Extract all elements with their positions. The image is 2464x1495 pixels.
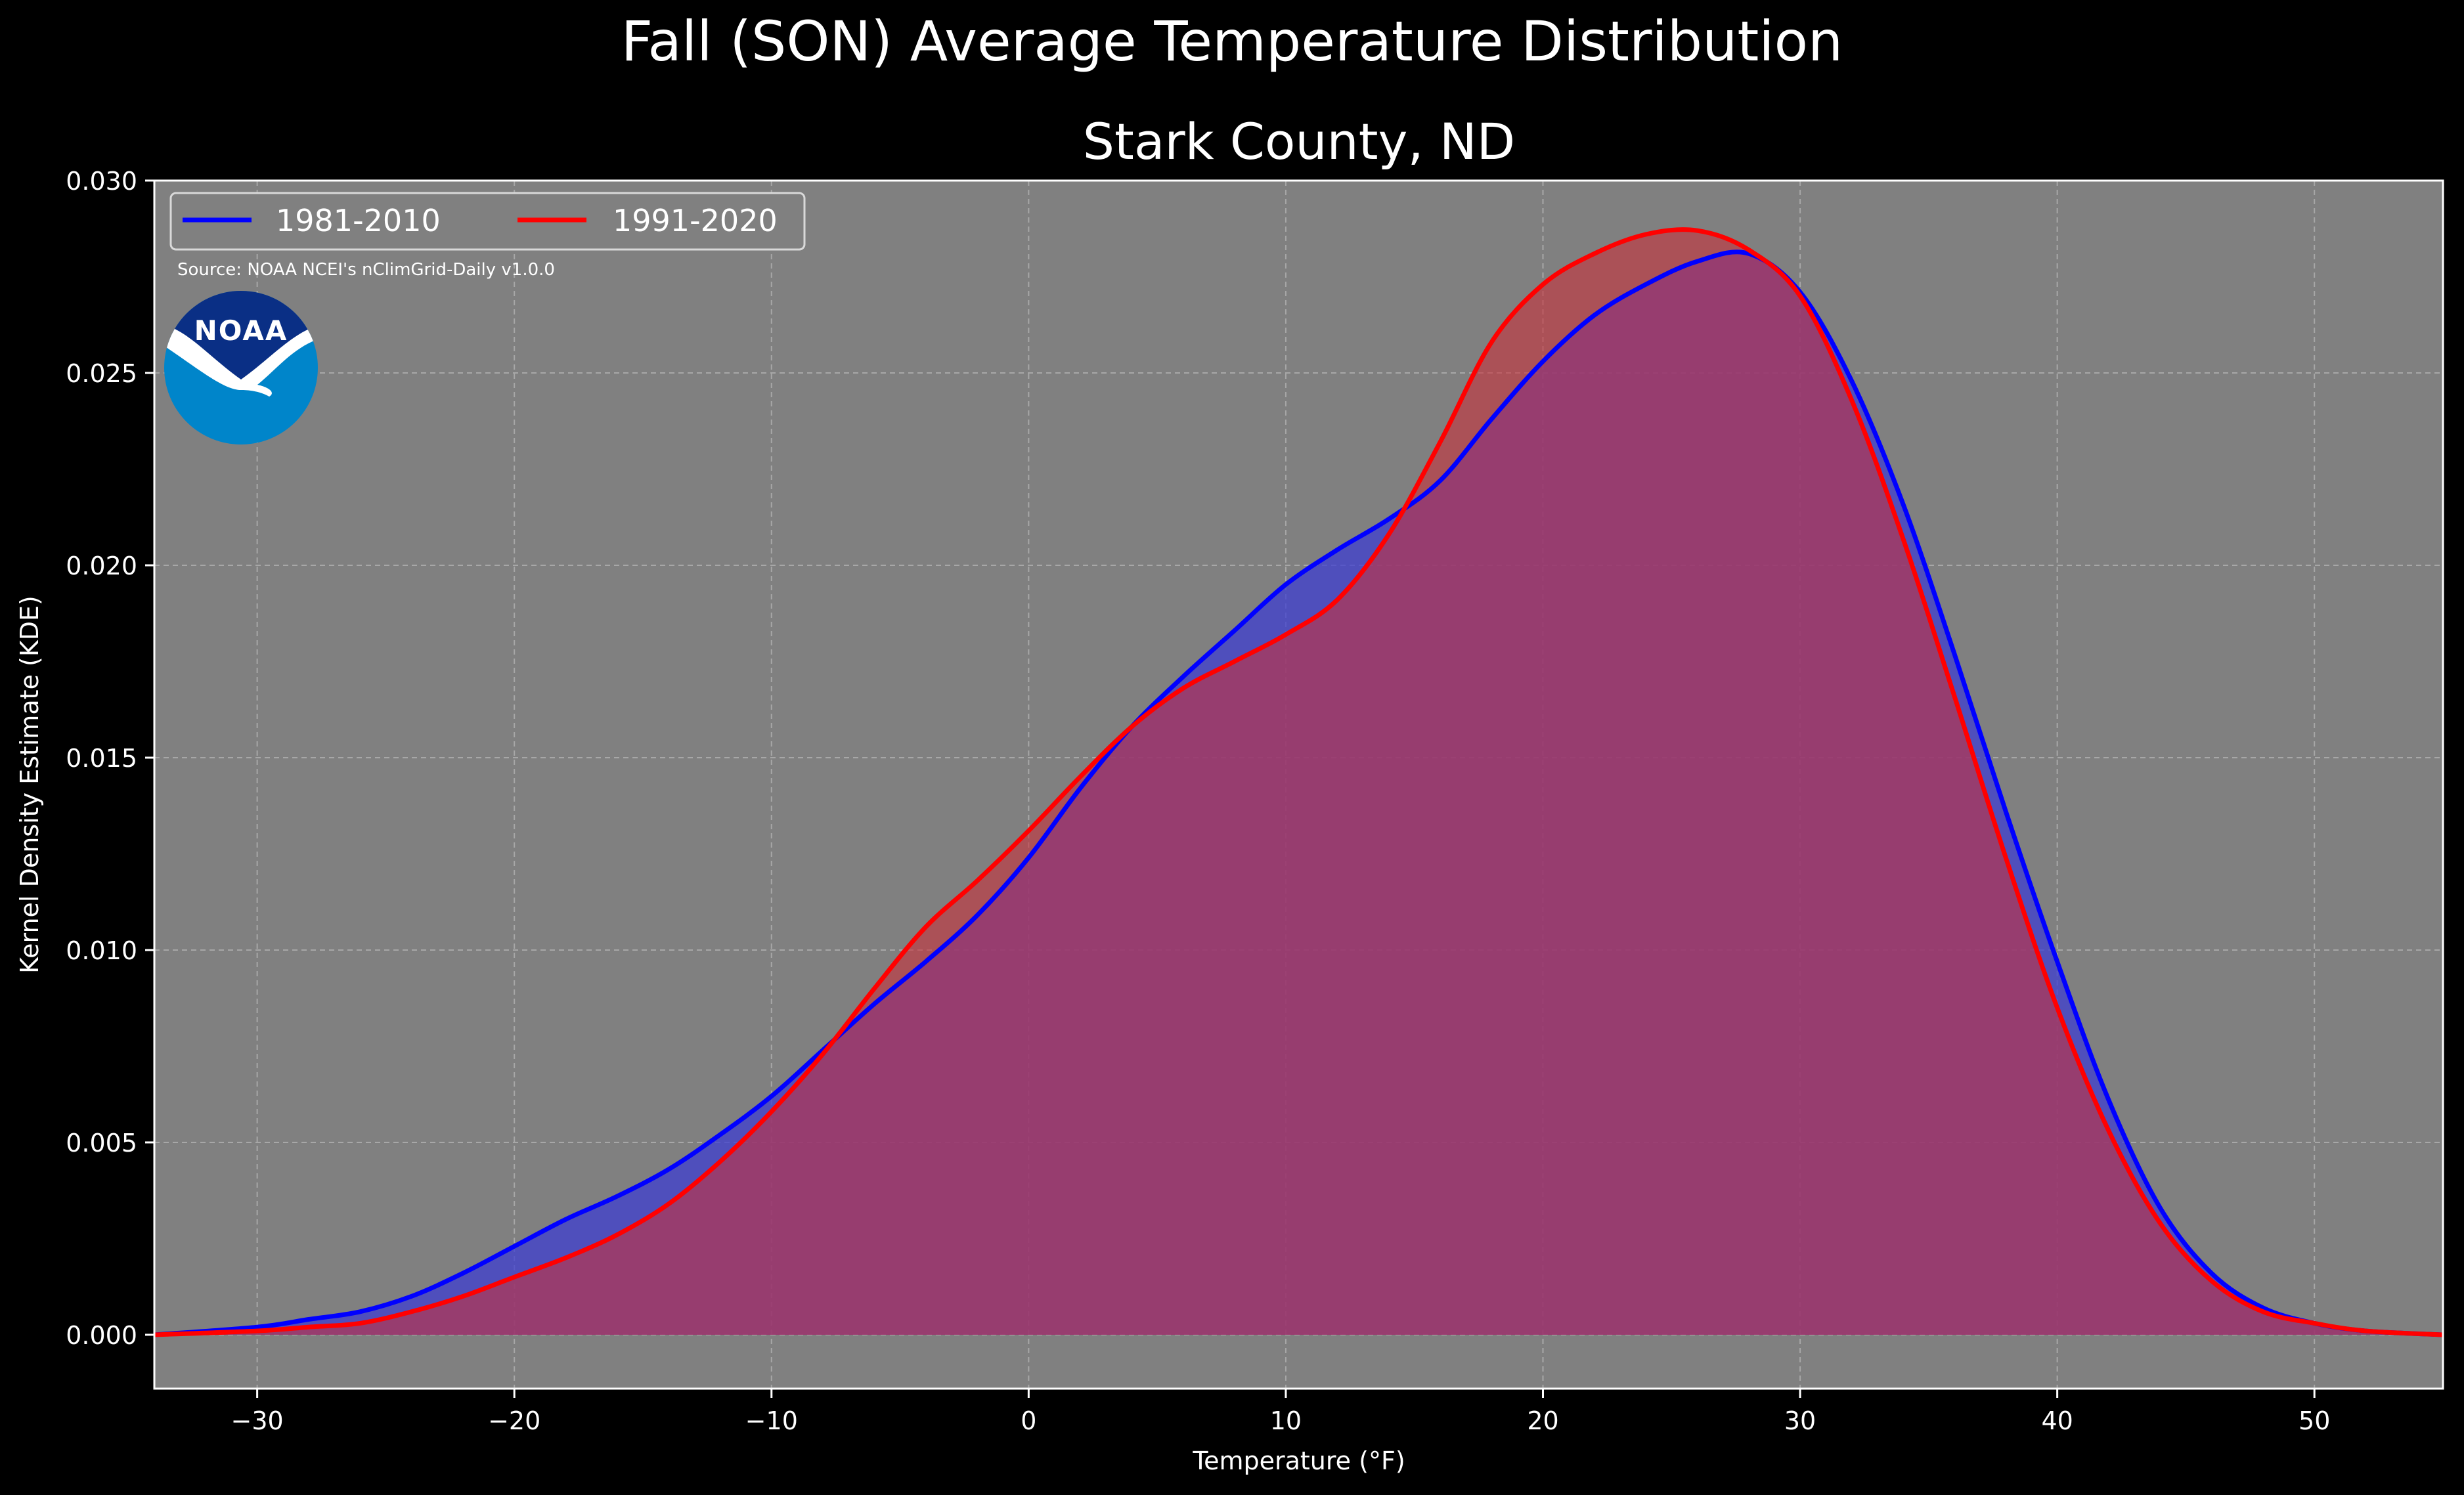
- x-tick-label: 40: [2041, 1406, 2073, 1435]
- plot-frame: [153, 179, 2444, 1390]
- legend-box: [169, 192, 806, 251]
- x-axis-label: Temperature (°F): [1192, 1446, 1405, 1475]
- x-tick-label: 20: [1527, 1406, 1558, 1435]
- y-ticks: 0.000 0.005 0.010 0.015 0.020 0.025 0.030: [66, 167, 154, 1350]
- y-tick-label: 0.010: [66, 936, 137, 965]
- source-note: Source: NOAA NCEI's nClimGrid-Daily v1.0…: [177, 260, 555, 280]
- x-tick-label: 30: [1784, 1406, 1816, 1435]
- y-tick-label: 0.020: [66, 552, 137, 580]
- y-tick-label: 0.025: [66, 359, 137, 388]
- y-tick-label: 0.030: [66, 167, 137, 196]
- legend: 1981-2010 1991-2020: [169, 192, 806, 251]
- y-axis-label: Kernel Density Estimate (KDE): [15, 596, 44, 974]
- chart-title: Fall (SON) Average Temperature Distribut…: [621, 9, 1843, 74]
- x-tick-label: 50: [2299, 1406, 2330, 1435]
- y-tick-label: 0.000: [66, 1321, 137, 1350]
- logo-top: [164, 291, 318, 381]
- x-tick-label: −10: [745, 1406, 798, 1435]
- x-tick-label: 10: [1270, 1406, 1302, 1435]
- series-line-1991-2020: [154, 227, 2444, 1337]
- y-tick-label: 0.015: [66, 744, 137, 773]
- x-tick-label: 0: [1021, 1406, 1036, 1435]
- x-tick-label: −30: [231, 1406, 284, 1435]
- x-ticks: −30 −20 −10 0 10 20 30 40 50: [231, 1389, 2330, 1435]
- legend-label-1981-2010: 1981-2010: [276, 203, 441, 238]
- legend-label-1991-2020: 1991-2020: [613, 203, 778, 238]
- y-tick-label: 0.005: [66, 1129, 137, 1158]
- chart-subtitle: Stark County, ND: [1083, 112, 1515, 171]
- area-fill-1991-2020: [154, 229, 2443, 1335]
- logo-text: NOAA: [194, 314, 288, 347]
- series-layer: [154, 227, 2444, 1337]
- x-tick-label: −20: [488, 1406, 540, 1435]
- series-line-1981-2010: [154, 249, 2444, 1337]
